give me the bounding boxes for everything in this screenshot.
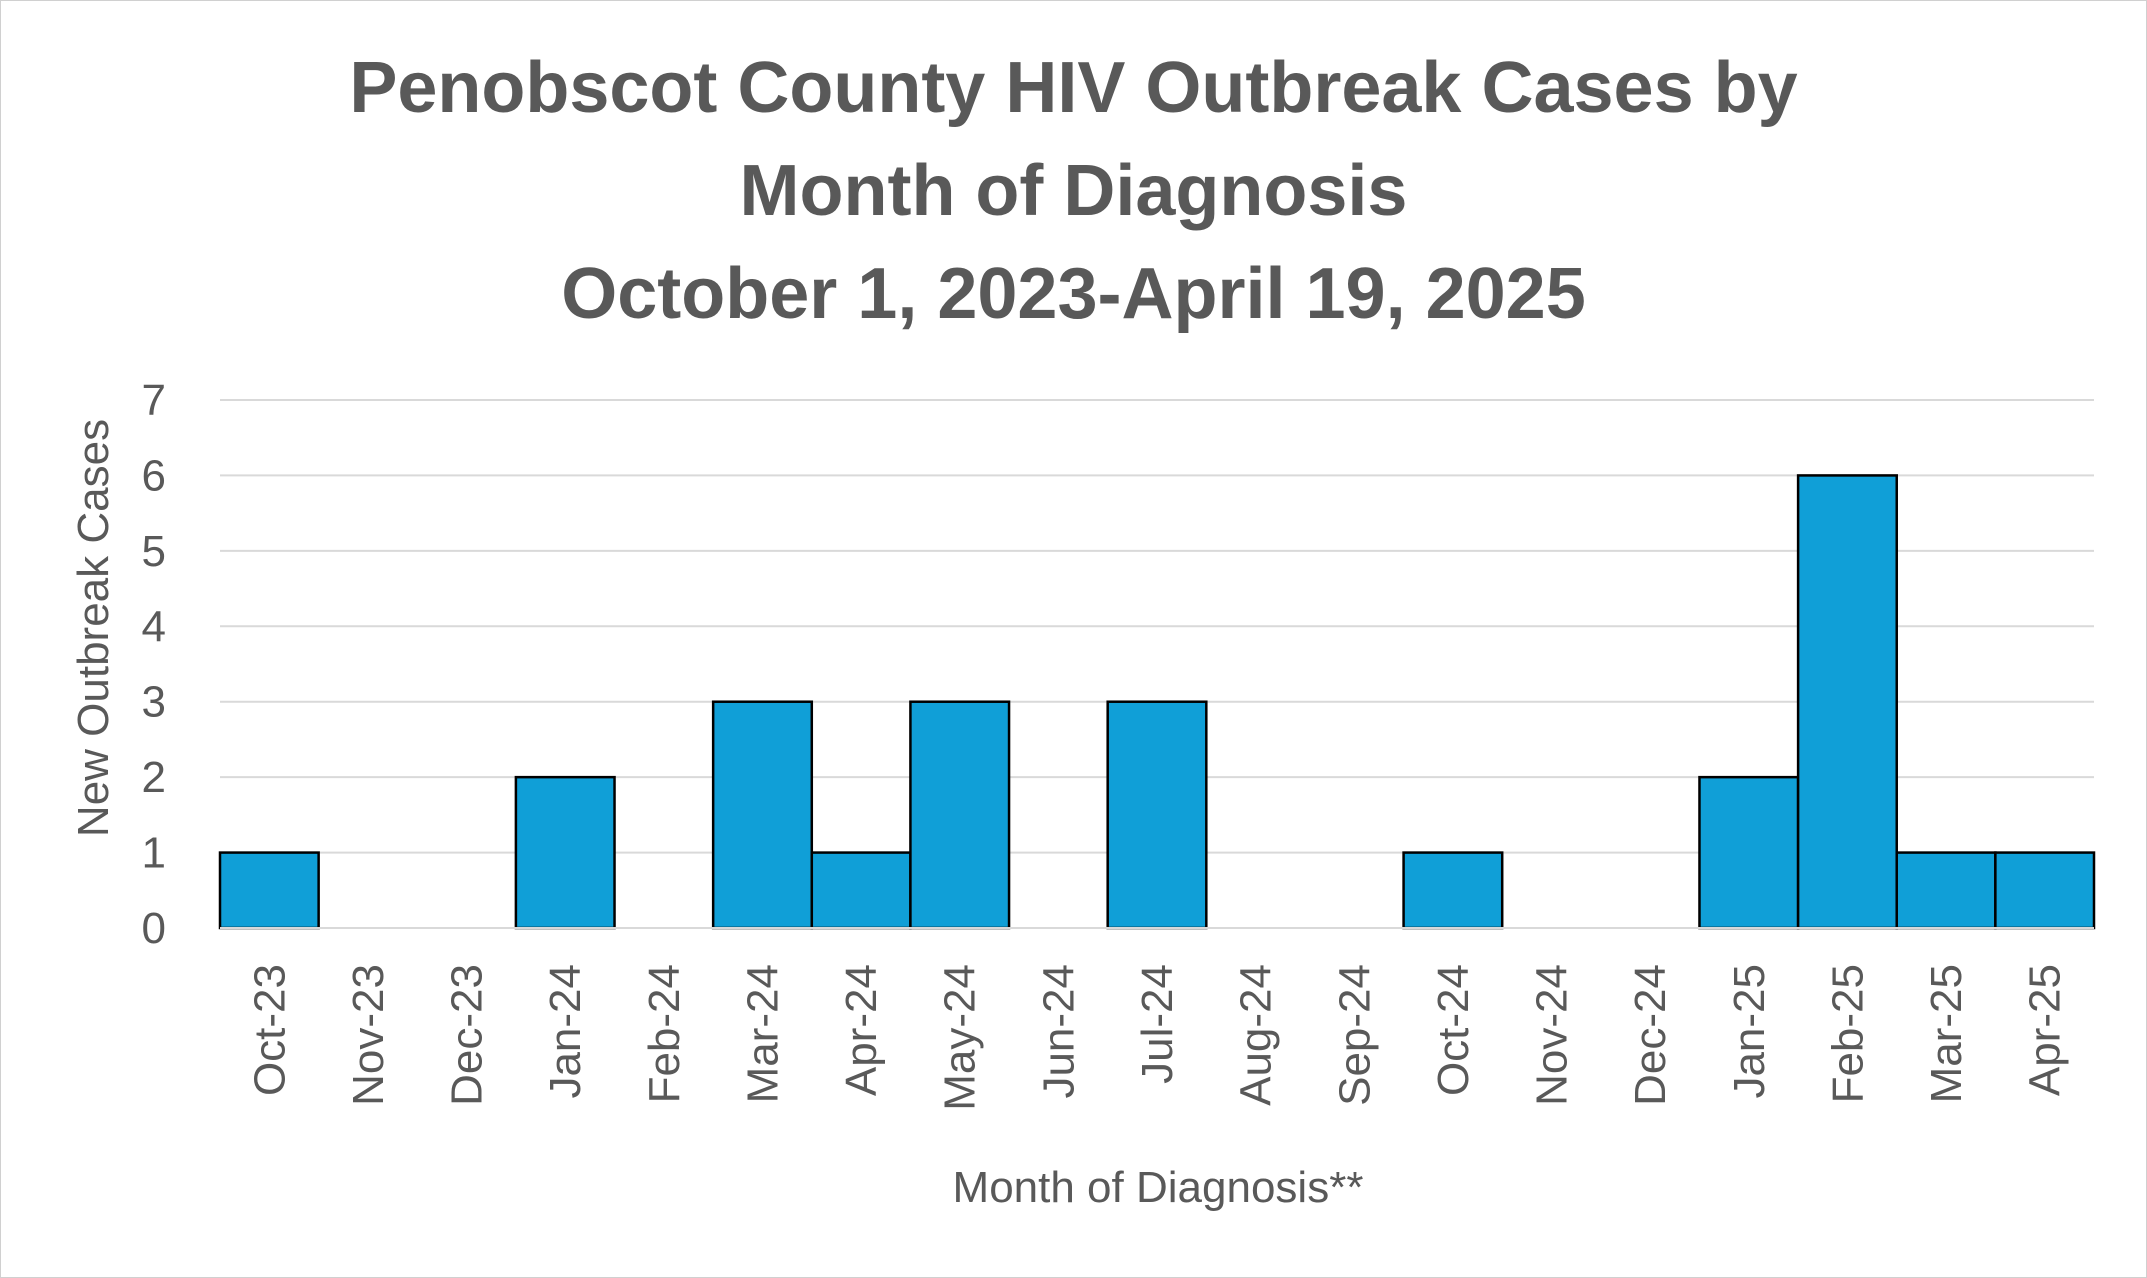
x-tick-labels: Oct-23 Nov-23 Dec-23 Jan-24 Feb-24 Mar-24 Apr-… [245, 964, 2069, 1111]
x-tick-label: Dec-24 [1626, 964, 1675, 1106]
bar-jan-25 [1698, 775, 1800, 930]
bar-oct-23 [218, 851, 320, 930]
x-tick-label: Feb-25 [1823, 964, 1872, 1103]
x-tick-label: Aug-24 [1232, 964, 1281, 1106]
bar-mar-24 [711, 700, 814, 930]
x-tick-label: Jul-24 [1133, 964, 1182, 1084]
y-tick-label: 4 [142, 602, 166, 651]
x-tick-label: May-24 [936, 964, 985, 1111]
y-tick-label: 2 [142, 753, 166, 802]
x-tick-label: Sep-24 [1330, 964, 1379, 1106]
bar-apr-24 [810, 851, 912, 930]
y-tick-label: 1 [142, 829, 166, 878]
x-tick-label: Oct-24 [1429, 964, 1478, 1096]
y-tick-label: 7 [142, 376, 166, 425]
x-tick-label: Mar-24 [738, 964, 787, 1103]
y-tick-label: 6 [142, 451, 166, 500]
bar-apr-25 [1994, 851, 2096, 930]
bar-may-24 [909, 700, 1011, 930]
x-tick-label: Jan-25 [1725, 964, 1774, 1099]
x-tick-label: Mar-25 [1922, 964, 1971, 1103]
bar-oct-24 [1402, 851, 1504, 930]
chart-subtitle: October 1, 2023-April 19, 2025 [561, 254, 1586, 334]
chart-title-line-2: Month of Diagnosis [739, 151, 1408, 231]
y-tick-label: 0 [142, 904, 166, 953]
y-tick-label: 5 [142, 527, 166, 576]
y-tick-label: 3 [142, 678, 166, 727]
y-axis-title: New Outbreak Cases [69, 419, 118, 837]
x-tick-label: Dec-23 [443, 964, 492, 1106]
x-tick-label: Apr-24 [837, 964, 886, 1096]
x-tick-label: Nov-24 [1528, 964, 1577, 1106]
bar-feb-25 [1796, 474, 1898, 930]
x-tick-label: Oct-23 [245, 964, 294, 1096]
chart-title-line-1: Penobscot County HIV Outbreak Cases by [349, 48, 1798, 128]
x-axis-title: Month of Diagnosis** [953, 1163, 1364, 1212]
bars [218, 474, 2096, 930]
bar-jul-24 [1106, 700, 1208, 930]
y-tick-labels: 0 1 2 3 4 5 6 7 [142, 376, 166, 953]
x-tick-label: Apr-25 [2021, 964, 2070, 1096]
bar-mar-25 [1895, 851, 1997, 930]
x-tick-label: Feb-24 [640, 964, 689, 1103]
bar-jan-24 [514, 775, 616, 930]
x-tick-label: Jun-24 [1034, 964, 1083, 1099]
x-tick-label: Jan-24 [541, 964, 590, 1099]
x-tick-label: Nov-23 [344, 964, 393, 1106]
